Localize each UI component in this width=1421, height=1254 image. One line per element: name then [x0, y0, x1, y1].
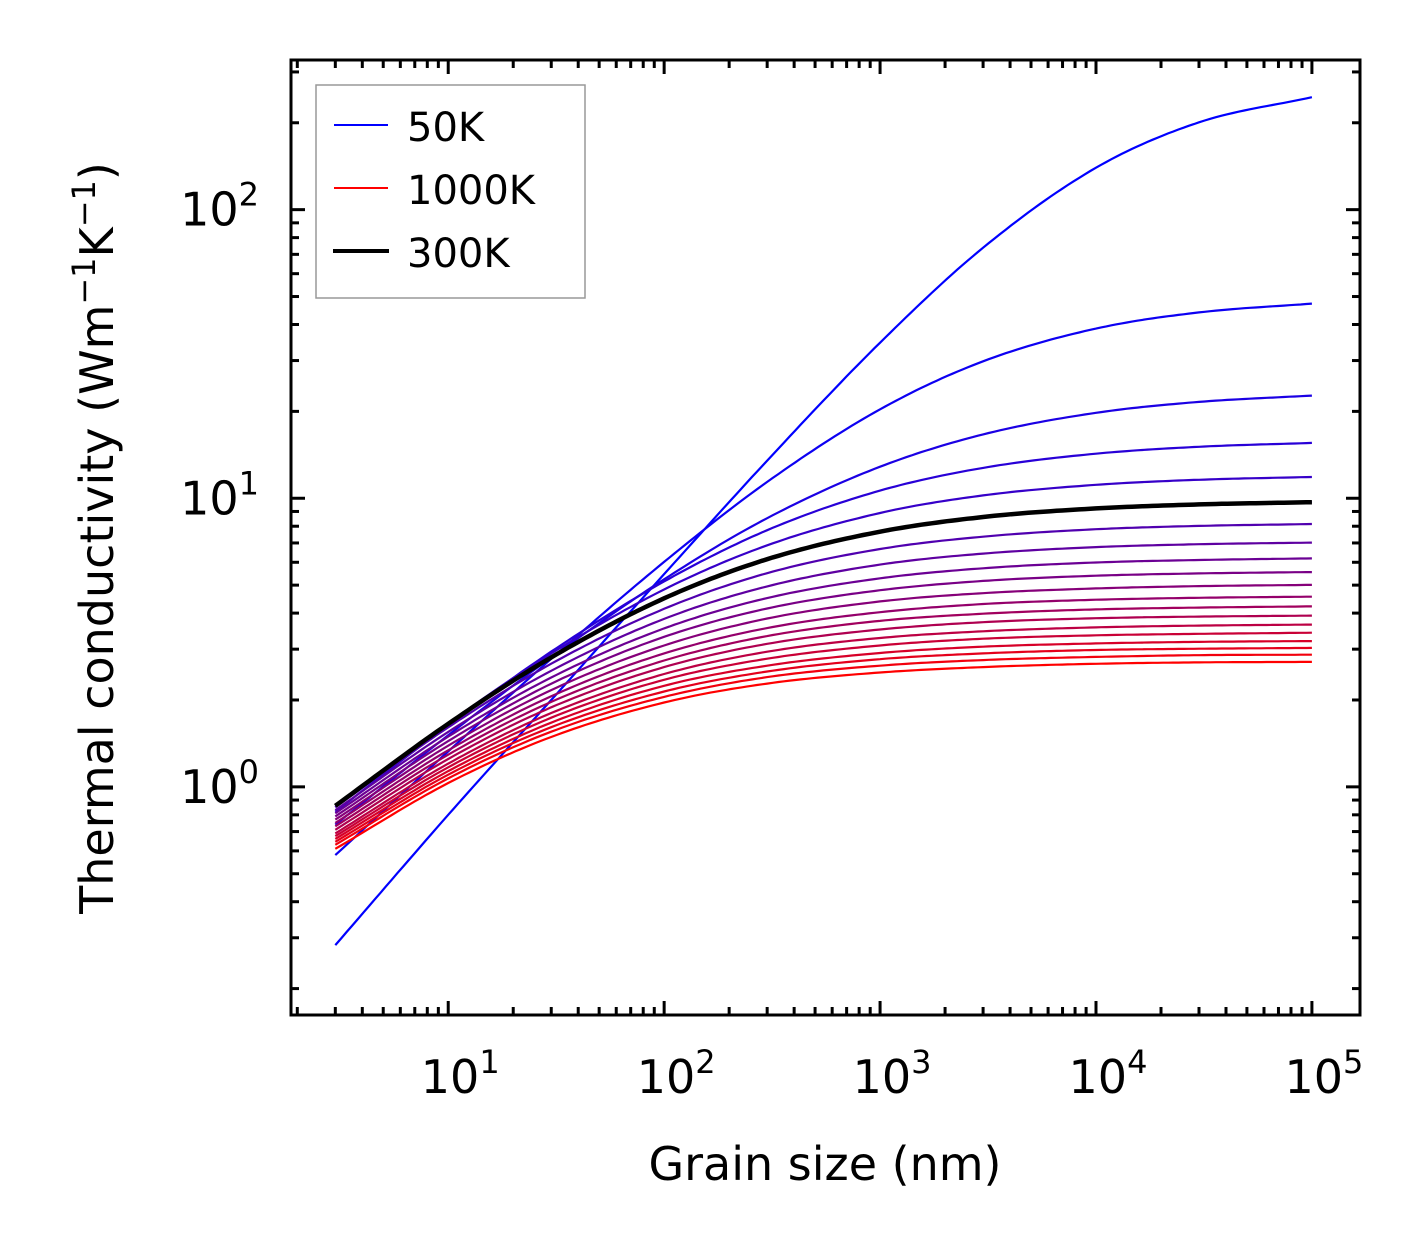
- series-line-900k: [334, 646, 1312, 843]
- legend-label-1000k: 1000K: [407, 168, 537, 214]
- y-axis-label: Thermal conductivity (Wm−1K−1): [65, 162, 124, 915]
- x-tick-label: 102: [637, 1043, 716, 1104]
- series-line-100k: [334, 302, 1312, 856]
- x-tick-label: 103: [853, 1043, 932, 1104]
- series-line-150k: [334, 394, 1312, 826]
- y-label-sup-1: −1: [65, 257, 103, 304]
- series-line-950k: [334, 653, 1312, 846]
- x-tick-label: 101: [421, 1043, 500, 1104]
- series-line-850k: [334, 640, 1312, 840]
- y-label-part-3: ): [70, 162, 124, 180]
- y-tick-label: 100: [180, 753, 259, 814]
- series-line-450k: [334, 557, 1312, 815]
- series-line-300k: [334, 501, 1312, 807]
- series-line-700k: [334, 614, 1312, 831]
- y-tick-label: 101: [180, 464, 259, 525]
- series-line-350k: [334, 522, 1312, 809]
- x-tick-label: 104: [1069, 1043, 1148, 1104]
- plot-frame: [289, 58, 1362, 1017]
- x-axis-label: Grain size (nm): [649, 1137, 1002, 1191]
- legend-label-300k: 300K: [407, 231, 511, 277]
- y-label-part-1: Thermal conductivity (Wm: [70, 305, 124, 915]
- legend: 50K 1000K 300K: [315, 84, 586, 299]
- series-line-highlight-300k: [333, 499, 1312, 808]
- y-label-part-2: K: [70, 225, 124, 257]
- series-line-600k: [334, 595, 1312, 824]
- series-line-500k: [334, 571, 1312, 818]
- legend-label-50k: 50K: [407, 105, 486, 151]
- series-line-750k: [334, 623, 1312, 835]
- legend-box: [315, 84, 586, 299]
- tick-labels-group: 101 102 103 104 105 100 101 102: [180, 176, 1363, 1104]
- series-line-550k: [334, 583, 1312, 821]
- series-line-400k: [334, 541, 1312, 812]
- y-label-sup-2: −1: [65, 180, 103, 227]
- series-line-1000k: [334, 660, 1312, 850]
- x-tick-label: 105: [1284, 1043, 1363, 1104]
- series-line-800k: [334, 631, 1312, 838]
- y-tick-label: 102: [180, 176, 259, 237]
- curves-group: [333, 96, 1313, 946]
- series-line-650k: [334, 605, 1312, 828]
